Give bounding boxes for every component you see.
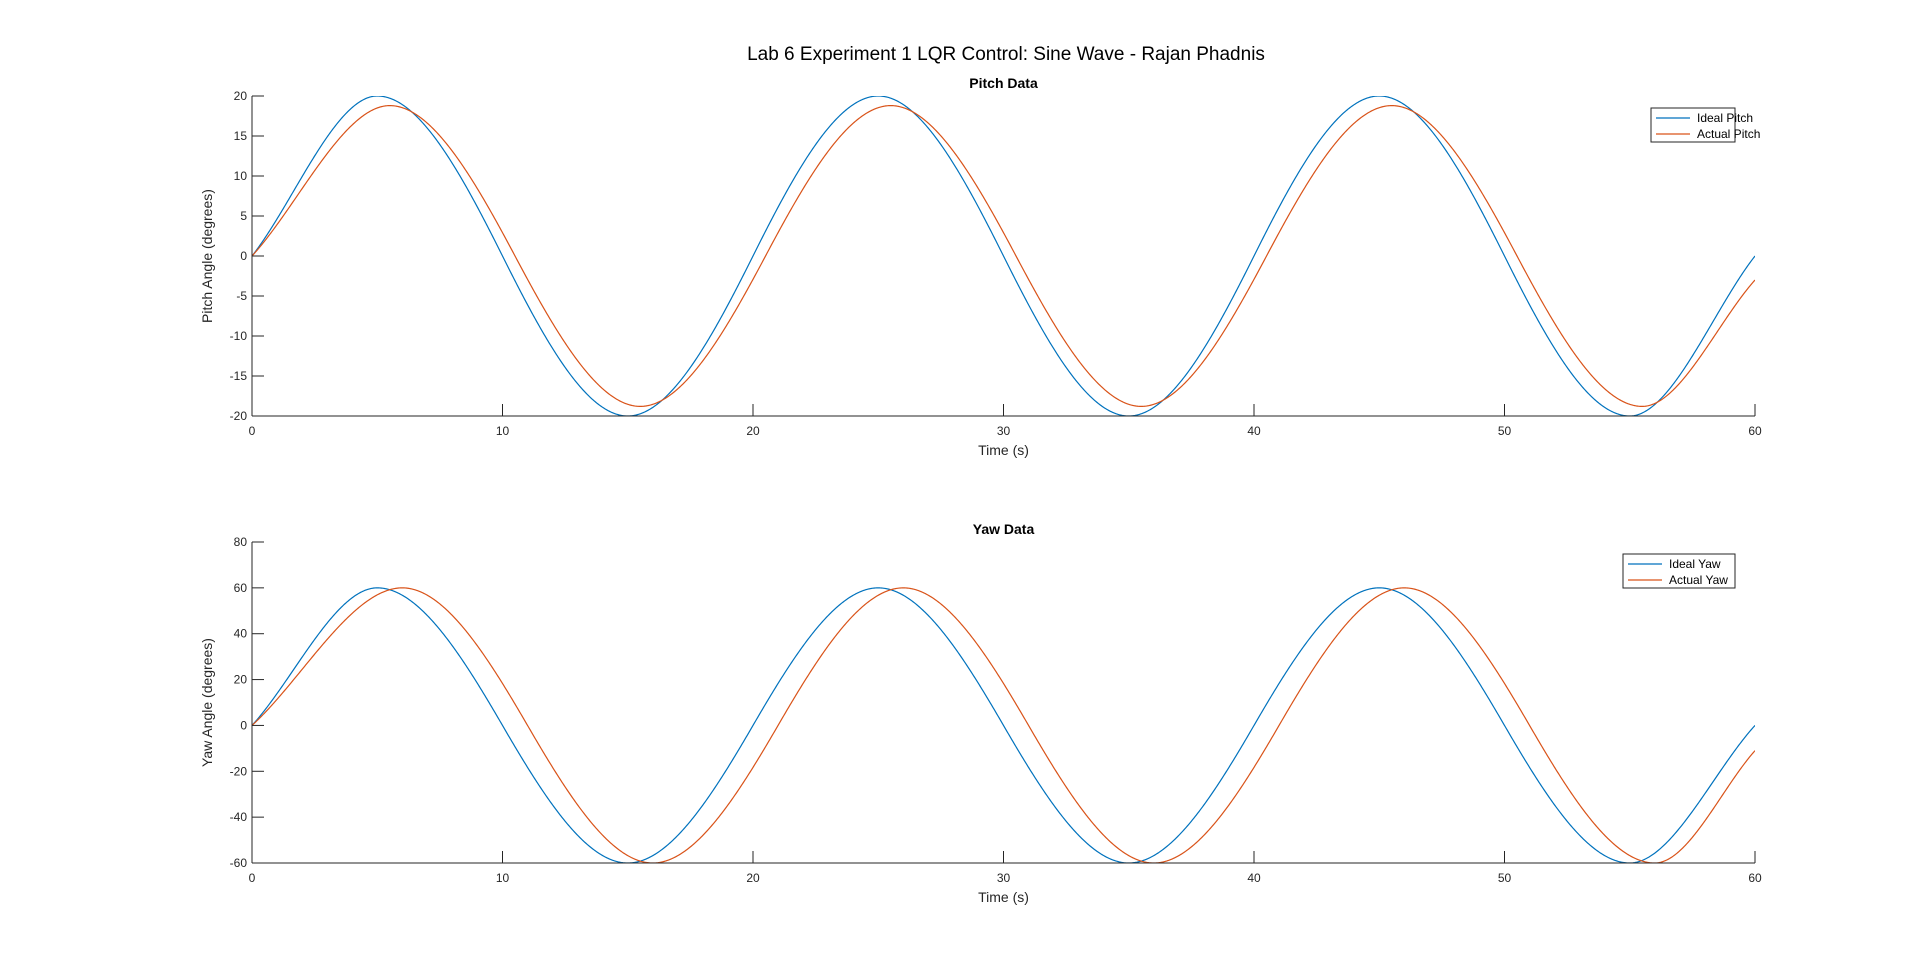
pitch-x-tick-label: 10 [496,424,510,438]
pitch-x-tick-label: 0 [249,424,256,438]
pitch-x-tick-label: 60 [1748,424,1762,438]
yaw-y-label: Yaw Angle (degrees) [199,638,215,767]
yaw-axes: 0 10 20 30 40 50 60 -60 -40 -20 0 20 40 60 80 Yaw Data T… [199,521,1762,905]
yaw-y-tick-label: 60 [234,581,248,595]
yaw-x-tick-label: 50 [1498,871,1512,885]
ideal-pitch-legend-label: Ideal Pitch [1697,111,1753,125]
yaw-y-tick-label: 20 [234,673,248,687]
pitch-y-tick-label: -20 [230,409,248,423]
yaw-y-tick-label: -20 [230,764,248,778]
pitch-x-tick-label: 20 [746,424,760,438]
yaw-title: Yaw Data [973,521,1035,537]
yaw-y-tick-label: 80 [234,535,248,549]
pitch-x-tick-label: 30 [997,424,1011,438]
yaw-y-tick-label: -40 [230,810,248,824]
yaw-x-tick-label: 10 [496,871,510,885]
pitch-legend-box [1650,107,1736,143]
yaw-y-tick-label: 0 [240,718,247,732]
ideal-pitch-line [252,96,1755,416]
pitch-y-tick-label: 20 [234,89,248,103]
ideal-yaw-legend-label: Ideal Yaw [1669,557,1721,571]
pitch-y-label: Pitch Angle (degrees) [199,189,215,323]
pitch-y-tick-label: -5 [236,289,247,303]
pitch-title: Pitch Data [969,75,1038,91]
ideal-yaw-line [252,587,1755,863]
yaw-legend: Ideal Yaw Actual Yaw [1622,553,1736,589]
actual-yaw-legend-label: Actual Yaw [1669,573,1728,587]
pitch-y-tick-label: -10 [230,329,248,343]
pitch-axes: 0 10 20 30 40 50 60 -20 -15 -10 -5 0 5 10 15 20 Pitch Da… [199,75,1762,458]
yaw-y-tick-label: 40 [234,627,248,641]
pitch-y-tick-label: 5 [240,209,247,223]
actual-pitch-legend-label: Actual Pitch [1697,127,1760,141]
yaw-legend-box [1622,553,1736,589]
actual-pitch-line [252,104,1755,408]
yaw-x-label: Time (s) [978,889,1029,905]
actual-yaw-line [252,587,1755,863]
yaw-x-tick-label: 0 [249,871,256,885]
pitch-legend: Ideal Pitch Actual Pitch [1650,107,1760,143]
yaw-x-tick-label: 20 [746,871,760,885]
yaw-x-tick-label: 40 [1247,871,1261,885]
yaw-y-tick-label: -60 [230,856,248,870]
pitch-x-label: Time (s) [978,442,1029,458]
yaw-x-tick-label: 30 [997,871,1011,885]
pitch-x-tick-label: 50 [1498,424,1512,438]
yaw-x-tick-label: 60 [1748,871,1762,885]
pitch-y-tick-label: -15 [230,369,248,383]
pitch-x-tick-label: 40 [1247,424,1261,438]
pitch-y-tick-label: 10 [234,169,248,183]
figure-title: Lab 6 Experiment 1 LQR Control: Sine Wav… [747,44,1265,65]
pitch-y-tick-label: 15 [234,129,248,143]
pitch-y-tick-label: 0 [240,249,247,263]
